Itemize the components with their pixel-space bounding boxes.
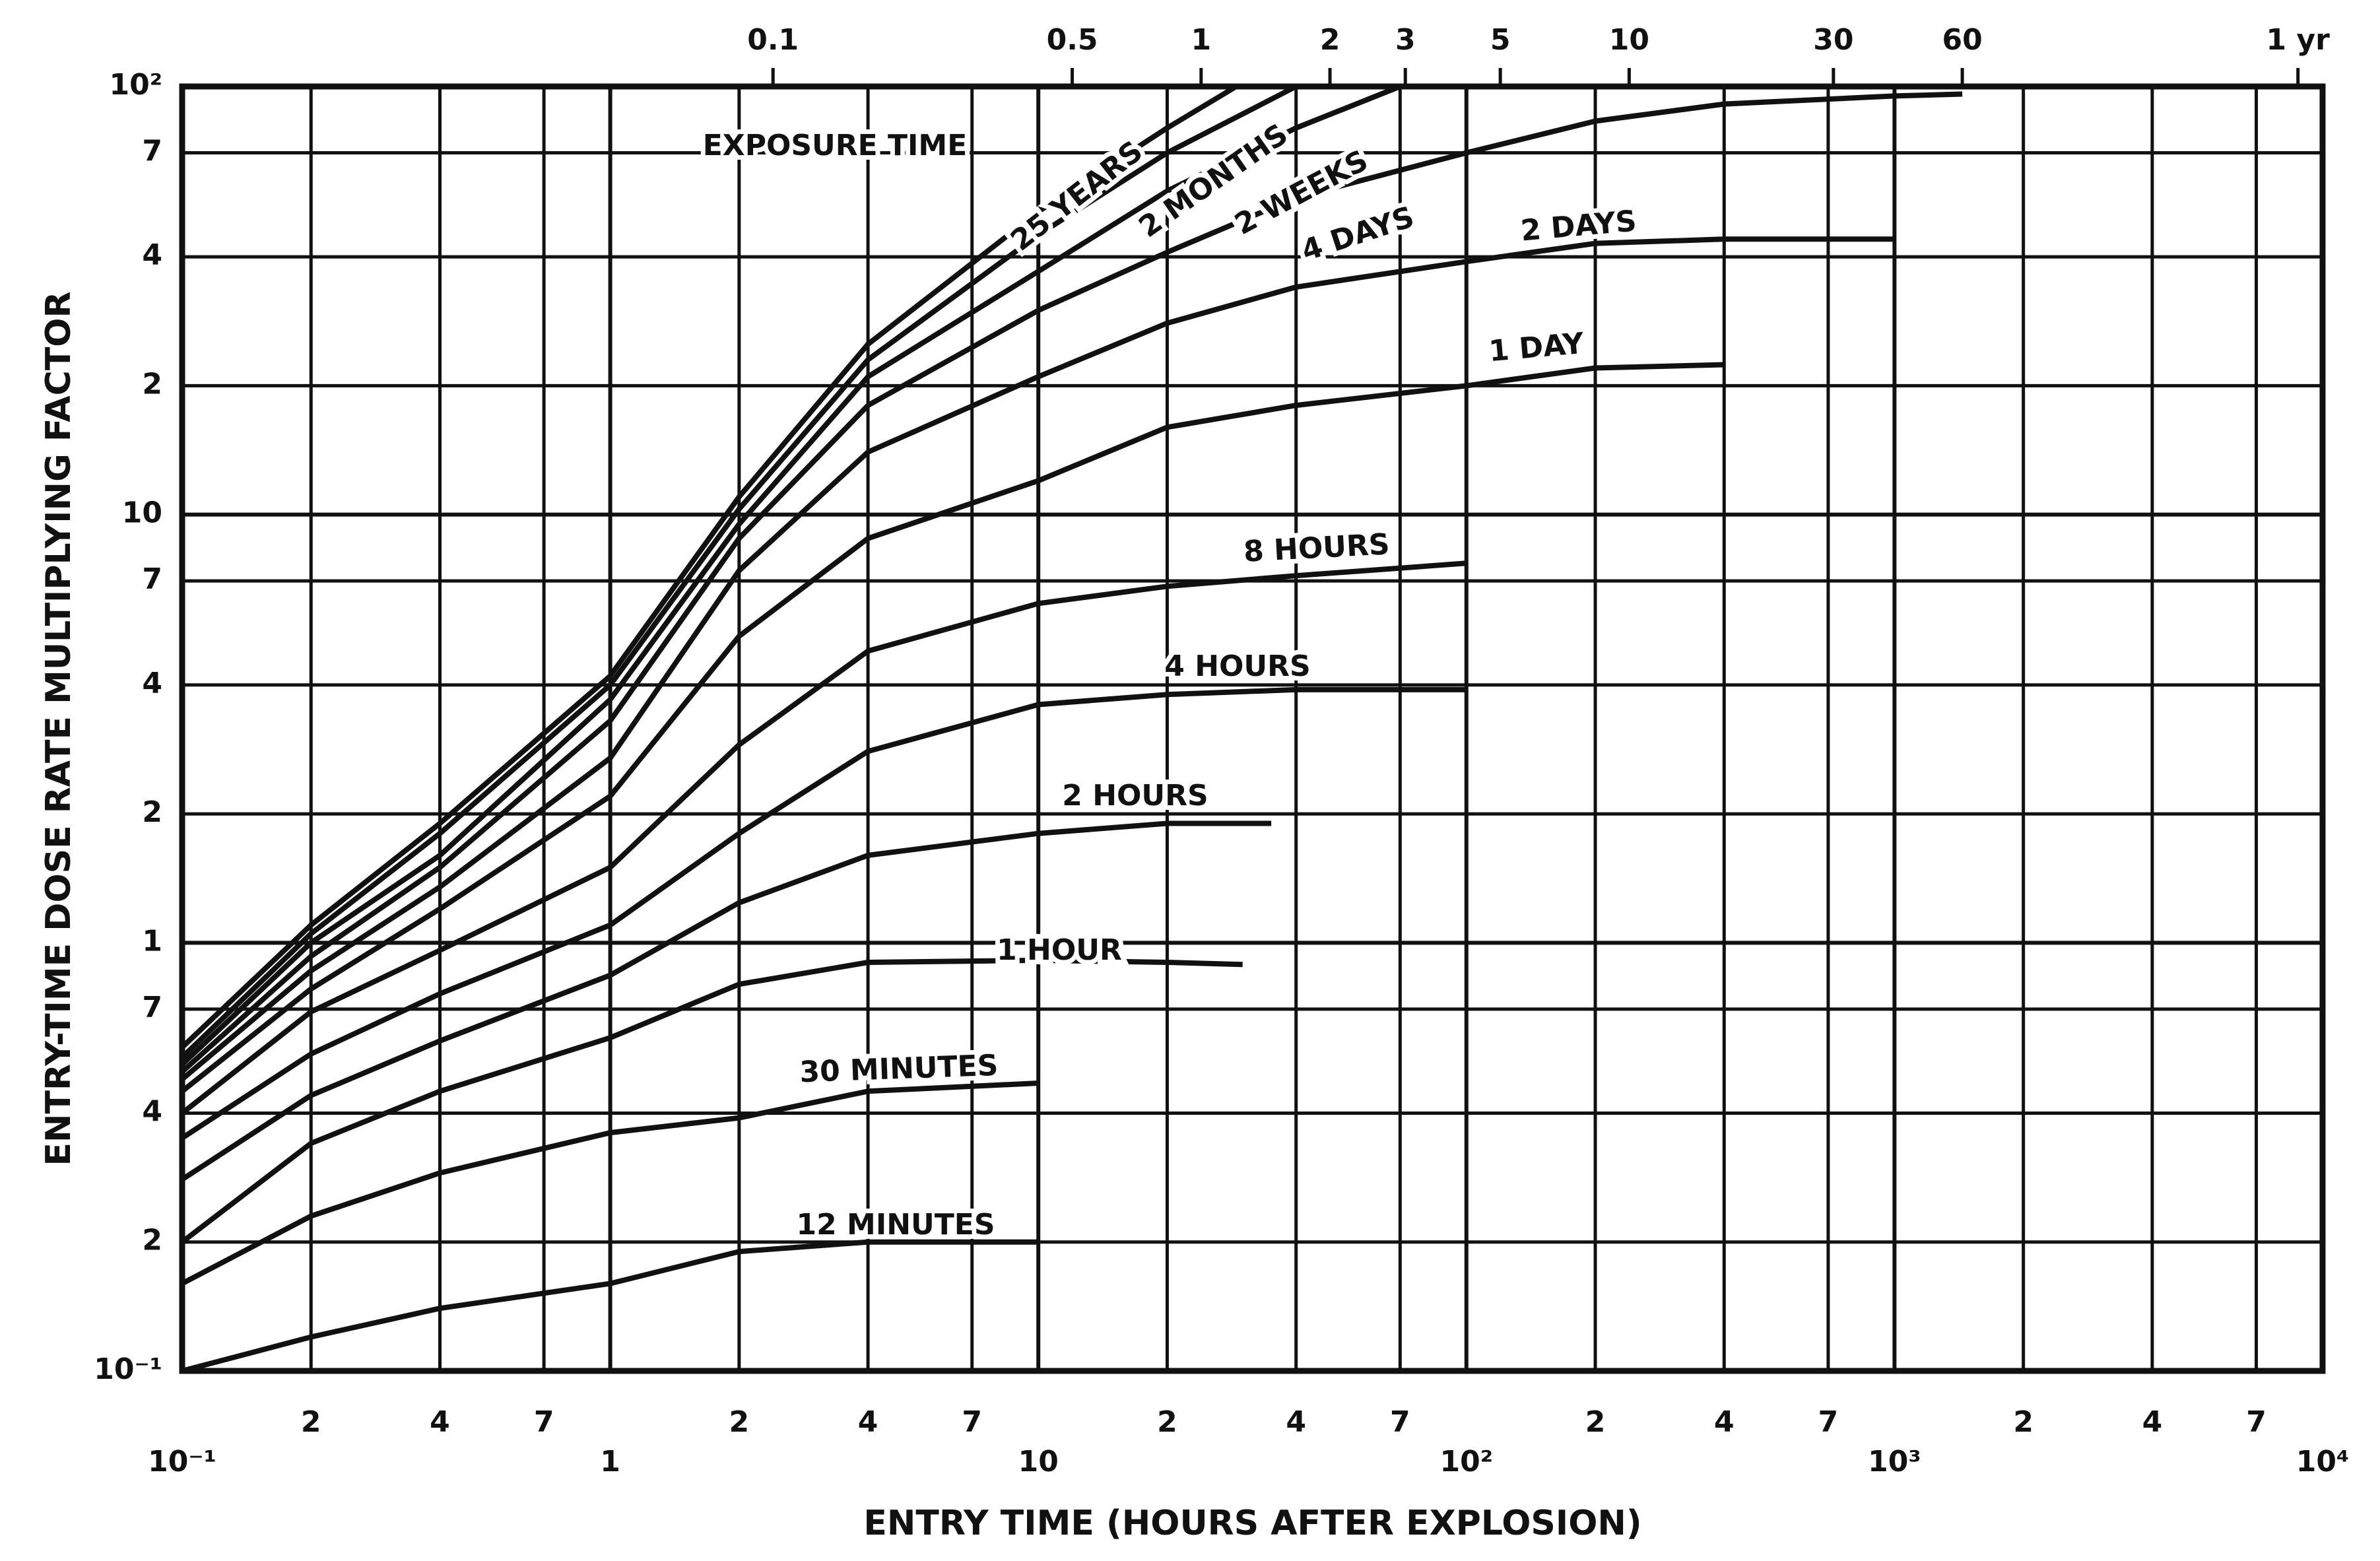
x-tick-label: 4: [430, 1405, 450, 1439]
y-tick-label: 1: [142, 924, 162, 958]
y-tick-label: 10⁻¹: [94, 1352, 162, 1386]
y-tick-label: 4: [142, 238, 162, 272]
y-tick-label: 7: [142, 134, 162, 168]
curve: [180, 560, 1467, 1115]
top-tick-label: 0.1: [747, 23, 799, 57]
curve: [181, 1080, 1039, 1286]
x-tick-label: 4: [1286, 1405, 1306, 1439]
x-tick-label: 4: [1714, 1405, 1735, 1439]
x-tick-label: 7: [1390, 1405, 1410, 1439]
curve-label: 2 HOURS: [1062, 779, 1208, 813]
x-tick-label: 10²: [1440, 1445, 1494, 1478]
x-tick-label: 2: [2013, 1405, 2033, 1439]
y-tick-label: 7: [142, 562, 162, 596]
x-tick-label: 4: [2142, 1405, 2163, 1439]
top-tick-label: 1: [1191, 23, 1211, 57]
top-tick-label: 5: [1490, 23, 1511, 57]
plot-frame: [179, 83, 2326, 1374]
curve-label: 12 MINUTES: [796, 1208, 995, 1242]
x-axis-label: ENTRY TIME (HOURS AFTER EXPLOSION): [863, 1504, 1641, 1543]
y-tick-label: 2: [142, 795, 162, 829]
top-tick-label: 0.5: [1047, 23, 1098, 57]
y-tick-label: 4: [142, 1094, 162, 1128]
x-tick-label: 10³: [1868, 1445, 1921, 1478]
curve-label: 30 MINUTES: [799, 1049, 999, 1089]
y-tick-label: 7: [142, 991, 162, 1024]
x-tick-label: 2: [729, 1405, 750, 1439]
curve: [180, 362, 1725, 1094]
x-tick-label: 7: [2246, 1405, 2266, 1439]
curve: [180, 84, 1238, 1049]
curve: [180, 686, 1467, 1141]
top-tick-label: 60: [1942, 23, 1982, 57]
x-tick-label: 7: [1818, 1405, 1839, 1439]
top-tick-label: 30: [1813, 23, 1853, 57]
curve-label: 4 HOURS: [1164, 649, 1310, 683]
y-tick-label: 10²: [109, 68, 162, 102]
x-tick-label: 2: [1585, 1405, 1606, 1439]
y-tick-label: 10: [122, 496, 162, 530]
curve: [181, 1239, 1039, 1374]
top-tick-label: 3: [1395, 23, 1416, 57]
annotation: EXPOSURE TIME: [703, 129, 968, 162]
x-tick-label: 4: [858, 1405, 878, 1439]
y-tick-label: 2: [142, 1224, 162, 1257]
x-tick-label: 10⁴: [2296, 1445, 2350, 1478]
x-tick-label: 10: [1018, 1445, 1059, 1478]
curve: [180, 91, 1963, 1074]
curve: [180, 236, 1895, 1082]
top-tick-label: 10: [1609, 23, 1649, 57]
x-tick-label: 10⁻¹: [148, 1445, 216, 1478]
x-tick-label: 2: [1157, 1405, 1177, 1439]
x-tick-label: 7: [962, 1405, 982, 1439]
curve: [180, 957, 1243, 1244]
y-tick-label: 4: [142, 667, 162, 700]
y-axis-label: ENTRY-TIME DOSE RATE MULTIPLYING FACTOR: [39, 291, 79, 1166]
y-tick-label: 2: [142, 367, 162, 401]
curve: [180, 820, 1272, 1182]
x-tick-label: 1: [600, 1445, 620, 1478]
top-tick-label: 1 yr: [2266, 23, 2330, 57]
top-tick-label: 2: [1320, 23, 1340, 57]
curve-label: 1 HOUR: [997, 933, 1122, 967]
x-tick-label: 7: [534, 1405, 554, 1439]
x-tick-label: 2: [301, 1405, 321, 1439]
curve: [180, 84, 1298, 1059]
curve: [180, 84, 1401, 1067]
